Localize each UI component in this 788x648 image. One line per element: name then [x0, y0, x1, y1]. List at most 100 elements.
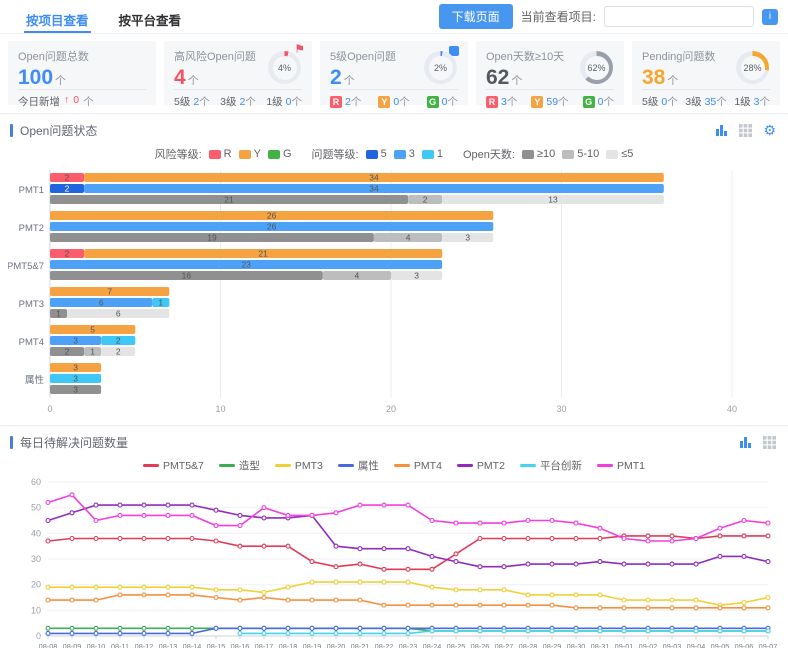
footer-value: 0 [393, 96, 400, 109]
svg-text:08-16: 08-16 [231, 642, 250, 648]
legend-item-属性[interactable]: 属性 [337, 458, 379, 473]
svg-text:40: 40 [31, 528, 41, 538]
legend-item-造型[interactable]: 造型 [218, 458, 260, 473]
legend-item-PMT2[interactable]: PMT2 [456, 458, 505, 473]
bar-chart-icon[interactable] [715, 124, 728, 137]
footer-unit: 个 [447, 96, 459, 109]
card-unit: 个 [667, 75, 679, 87]
card-title: Pending问题数 [642, 51, 716, 63]
card-footer: 5级 2个 3级 2个 1级 0个 [174, 89, 302, 109]
footer-value: 0 [661, 96, 668, 109]
risk-badge-g: G [426, 95, 439, 108]
svg-text:09-04: 09-04 [687, 642, 706, 648]
legend-line-swatch [337, 464, 354, 467]
info-button[interactable]: i [762, 8, 778, 25]
svg-text:3: 3 [414, 270, 419, 280]
gear-icon[interactable]: ⚙ [763, 122, 776, 138]
donut-chart: 62% [580, 51, 613, 84]
svg-text:4: 4 [406, 232, 411, 242]
legend-label: PMT4 [413, 459, 442, 472]
svg-text:PMT4: PMT4 [19, 337, 44, 348]
svg-text:2: 2 [65, 172, 70, 182]
footer-label: 1级 [734, 96, 751, 109]
svg-text:20: 20 [386, 404, 396, 414]
legend-item-≥10[interactable]: ≥10 [521, 148, 555, 160]
risk-badge-r: R [486, 95, 498, 108]
card-footer: R 2个 Y 0个 G 0个 [330, 89, 458, 109]
legend-item-5[interactable]: 5 [365, 148, 387, 160]
legend-swatch [393, 149, 406, 159]
donut-label: 2% [433, 62, 447, 73]
svg-text:6: 6 [116, 308, 121, 318]
legend-swatch [365, 149, 378, 159]
legend-item-PMT1[interactable]: PMT1 [596, 458, 645, 473]
footer-value: 3 [753, 96, 760, 109]
legend-item-3[interactable]: 3 [393, 148, 415, 160]
legend-item-R[interactable]: R [208, 148, 232, 160]
risk-badge-y: Y [378, 95, 391, 108]
legend-item-平台创新[interactable]: 平台创新 [519, 458, 582, 473]
legend-item-PMT5&7[interactable]: PMT5&7 [143, 458, 204, 473]
card-value: 38 [642, 66, 666, 89]
tab-by-platform[interactable]: 按平台查看 [118, 14, 182, 28]
donut-label: 28% [743, 62, 762, 73]
card-value: 4 [174, 66, 186, 89]
card-value: 62 [486, 66, 510, 89]
legend-line-swatch [596, 464, 613, 467]
legend-item-PMT3[interactable]: PMT3 [274, 458, 323, 473]
legend-label: 平台创新 [539, 460, 582, 472]
footer-value: 0 [285, 96, 292, 109]
tab-by-project[interactable]: 按项目查看 [24, 0, 91, 33]
legend-line-swatch [456, 464, 473, 467]
section-title: Open问题状态 [20, 124, 98, 138]
svg-text:08-15: 08-15 [207, 642, 226, 648]
card-unit: 个 [55, 75, 67, 87]
legend-item-≤5[interactable]: ≤5 [606, 148, 633, 160]
flag-icon: ⚑ [294, 42, 305, 56]
svg-text:08-19: 08-19 [303, 642, 322, 648]
view-tabs: 按项目查看 按平台查看 [24, 0, 183, 33]
svg-text:3: 3 [465, 232, 470, 242]
footer-unit: 个 [291, 96, 303, 109]
table-view-icon[interactable] [763, 436, 776, 449]
kpi-card-open-total: Open问题总数 100 个 今日新增 ↑ 0 个 [8, 41, 156, 108]
download-page-button[interactable]: 下载页面 [438, 4, 513, 29]
legend-label: 属性 [357, 460, 379, 472]
legend-item-5-10[interactable]: 5-10 [562, 148, 599, 160]
footer-unit: 个 [83, 96, 94, 109]
svg-text:4: 4 [355, 270, 360, 280]
card-footer: 5级 0个 3级 35个 1级 3个 [642, 89, 770, 109]
legend-item-PMT4[interactable]: PMT4 [393, 458, 442, 473]
legend-swatch [421, 149, 434, 159]
svg-text:1: 1 [56, 308, 61, 318]
bar-chart-icon[interactable] [739, 436, 752, 449]
legend-item-Y[interactable]: Y [238, 148, 261, 160]
svg-text:PMT1: PMT1 [19, 185, 44, 196]
legend-label: PMT1 [616, 459, 645, 472]
section-open-status: Open问题状态 ⚙ 风险等级: R Y G 问题等级: 5 3 1 Open天数: ≥10 5-1… [0, 113, 788, 425]
donut-chart: 4% [268, 51, 301, 84]
table-view-icon[interactable] [739, 124, 753, 137]
svg-text:2: 2 [423, 194, 428, 204]
legend-item-G[interactable]: G [267, 148, 292, 160]
legend-group: 问题等级: 5 3 1 [312, 146, 443, 162]
project-input[interactable] [604, 6, 754, 27]
svg-text:10: 10 [215, 404, 225, 414]
svg-text:21: 21 [224, 194, 234, 204]
footer-label: 1级 [266, 96, 283, 109]
footer-value: 2 [239, 96, 246, 109]
svg-text:40: 40 [727, 404, 737, 414]
open-status-chart: 0 10 20 30 40 2 34 2 34 21 2 13 PMT1 26 26 19 4 3 PMT2 2 21 2… [0, 166, 788, 425]
svg-text:09-07: 09-07 [759, 642, 778, 648]
legend-line-swatch [143, 464, 160, 467]
section-header: 每日待解决问题数量 [0, 426, 788, 455]
svg-text:08-29: 08-29 [543, 642, 562, 648]
svg-text:08-10: 08-10 [87, 642, 106, 648]
svg-text:30: 30 [556, 404, 566, 414]
topbar-right: 下载页面 当前查看项目: i [438, 4, 778, 29]
daily-issues-chart-svg: 0 10 20 30 40 50 60 08-08 08-09 08-10 08-11 08-12 08… [31, 477, 778, 648]
svg-text:09-01: 09-01 [615, 642, 634, 648]
legend-swatch [606, 149, 619, 159]
legend-item-1[interactable]: 1 [421, 148, 443, 160]
